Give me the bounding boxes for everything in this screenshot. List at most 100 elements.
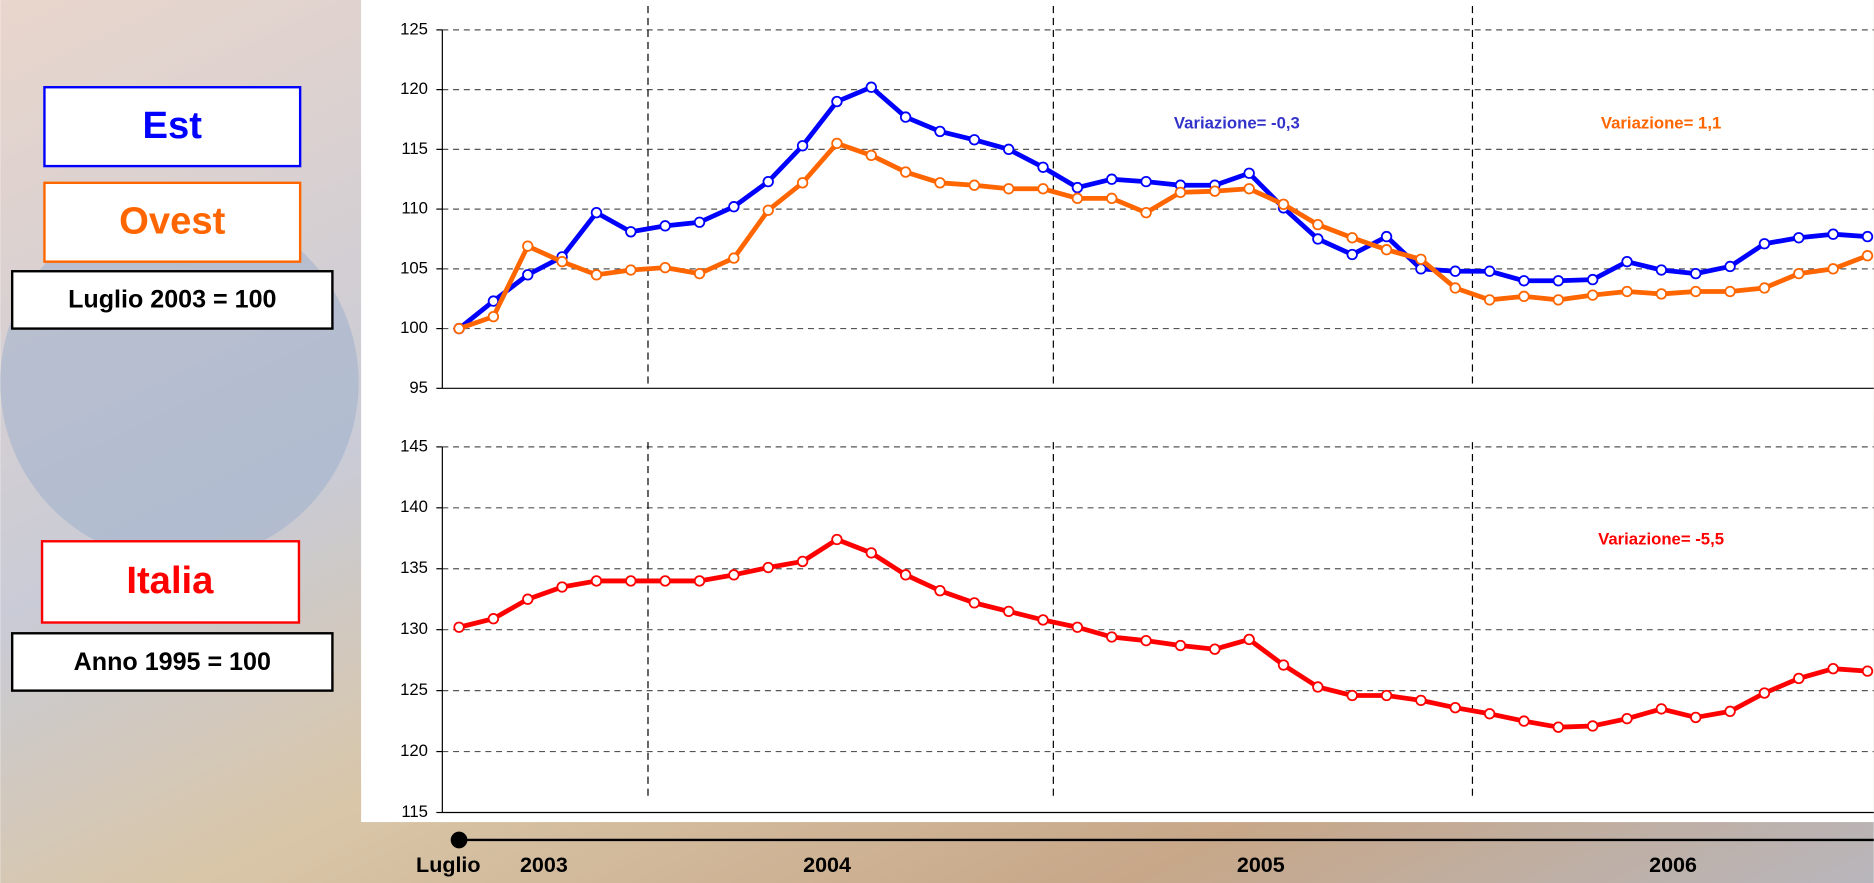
data-point xyxy=(1554,295,1564,305)
data-point xyxy=(557,582,567,592)
data-point xyxy=(1347,233,1357,243)
timeline-label: Luglio xyxy=(416,853,480,877)
data-point xyxy=(1657,704,1667,714)
data-point xyxy=(970,180,980,190)
data-point xyxy=(867,151,877,161)
data-point xyxy=(798,178,808,188)
data-point xyxy=(1485,709,1495,719)
data-point xyxy=(1038,184,1048,194)
data-point xyxy=(1210,186,1220,196)
data-point xyxy=(1141,208,1151,218)
data-point xyxy=(489,614,499,624)
data-point xyxy=(1176,641,1186,651)
data-point xyxy=(1244,635,1254,645)
data-point xyxy=(729,202,739,212)
data-point xyxy=(454,324,464,334)
data-point xyxy=(1622,714,1632,724)
data-point xyxy=(1794,269,1804,279)
y-tick-label: 115 xyxy=(401,139,428,158)
timeline-label: 2006 xyxy=(1649,853,1697,877)
data-point xyxy=(763,177,773,187)
data-point xyxy=(1004,607,1014,617)
data-point xyxy=(1828,229,1838,239)
data-point xyxy=(1794,233,1804,243)
data-point xyxy=(592,576,602,586)
chart: Est Ovest Luglio 2003 = 100 Italia Anno … xyxy=(0,0,1874,883)
data-point xyxy=(1038,615,1048,625)
y-tick-label: 135 xyxy=(400,558,428,577)
data-point xyxy=(1725,262,1735,272)
data-point xyxy=(1485,266,1495,276)
data-point xyxy=(1107,194,1117,204)
data-point xyxy=(660,576,670,586)
data-point xyxy=(1691,269,1701,279)
data-point xyxy=(523,594,533,604)
data-point xyxy=(1622,287,1632,297)
note: Luglio 2003 = 100 xyxy=(68,286,276,314)
data-point xyxy=(1588,275,1598,285)
data-point xyxy=(1450,266,1460,276)
data-point xyxy=(1416,264,1426,274)
data-point xyxy=(1657,289,1667,299)
data-point xyxy=(1657,265,1667,275)
data-point xyxy=(1073,194,1083,204)
data-point xyxy=(660,221,670,231)
data-point xyxy=(1588,721,1598,731)
data-point xyxy=(763,563,773,573)
y-tick-label: 120 xyxy=(400,79,428,98)
data-point xyxy=(1622,257,1632,267)
data-point xyxy=(557,257,567,267)
data-point xyxy=(798,557,808,567)
page: {"chart_data": [ {"type": "line", "note"… xyxy=(0,0,1874,883)
data-point xyxy=(1828,264,1838,274)
data-point xyxy=(798,141,808,151)
data-point xyxy=(1176,188,1186,198)
data-point xyxy=(1554,276,1564,286)
annotation: Variazione= -0,3 xyxy=(1174,114,1300,133)
note: Anno 1995 = 100 xyxy=(74,648,271,676)
data-point xyxy=(1038,163,1048,173)
data-point xyxy=(1450,703,1460,713)
data-point xyxy=(832,139,842,149)
data-point xyxy=(1141,177,1151,187)
data-point xyxy=(489,312,499,322)
y-tick-label: 125 xyxy=(400,19,428,38)
data-point xyxy=(695,217,705,227)
y-tick-label: 110 xyxy=(401,199,428,218)
data-point xyxy=(1073,622,1083,632)
data-point xyxy=(729,253,739,263)
data-point xyxy=(1691,287,1701,297)
annotation: Variazione= -5,5 xyxy=(1598,529,1724,548)
data-point xyxy=(1588,290,1598,300)
data-point xyxy=(1519,276,1529,286)
y-tick-label: 140 xyxy=(400,497,428,516)
data-point xyxy=(1347,250,1357,260)
timeline-start xyxy=(451,832,468,849)
y-tick-label: 125 xyxy=(400,680,428,699)
data-point xyxy=(729,570,739,580)
data-point xyxy=(1244,184,1254,194)
y-tick-label: 105 xyxy=(400,258,428,277)
data-point xyxy=(832,97,842,107)
data-point xyxy=(592,270,602,280)
legend-label: Est xyxy=(143,104,203,147)
data-point xyxy=(1004,184,1014,194)
annotation: Variazione= 1,1 xyxy=(1601,114,1721,133)
data-point xyxy=(1519,716,1529,726)
data-point xyxy=(523,241,533,251)
data-point xyxy=(832,535,842,545)
data-point xyxy=(523,270,533,280)
data-point xyxy=(1107,632,1117,642)
data-point xyxy=(1107,174,1117,184)
data-point xyxy=(1725,707,1735,717)
data-point xyxy=(1313,234,1323,244)
y-tick-label: 115 xyxy=(401,802,428,821)
data-point xyxy=(695,269,705,279)
timeline-label: 2003 xyxy=(520,853,568,877)
data-point xyxy=(1313,682,1323,692)
data-point xyxy=(867,82,877,92)
data-point xyxy=(1382,691,1392,701)
data-point xyxy=(763,206,773,216)
data-point xyxy=(1863,232,1873,242)
data-point xyxy=(901,167,911,177)
